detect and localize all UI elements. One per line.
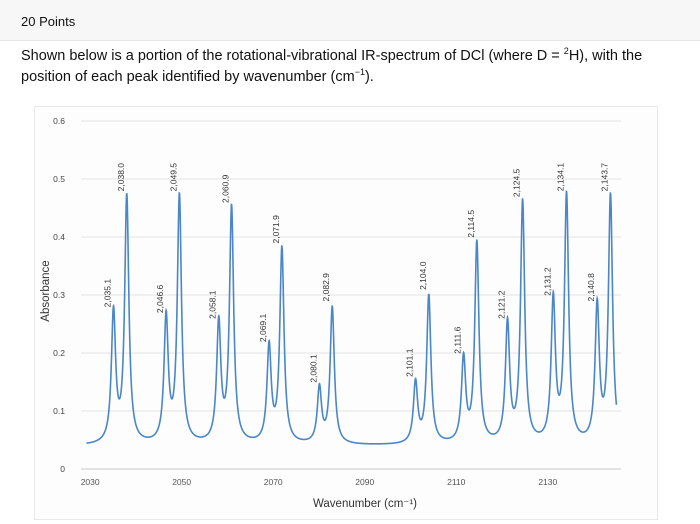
peak-label: 2,140.8 <box>586 273 596 302</box>
x-tick-label: 2110 <box>447 477 466 487</box>
chart-container: 0 0.1 0.2 0.3 0.4 0.5 0.6 2030 2050 2070 2090 2110 2… <box>34 106 658 520</box>
y-tick-label: 0.5 <box>53 174 65 184</box>
x-tick-label: 2030 <box>81 477 100 487</box>
spectrum-chart: 0 0.1 0.2 0.3 0.4 0.5 0.6 2030 2050 2070 2090 2110 2… <box>40 116 621 510</box>
header-band <box>0 0 700 41</box>
peak-label: 2,069.1 <box>258 313 268 342</box>
peak-label: 2,134.1 <box>556 163 566 192</box>
peak-label: 2,131.2 <box>542 267 552 296</box>
peak-label: 2,143.7 <box>600 163 610 192</box>
peak-label: 2,071.9 <box>271 215 281 244</box>
peak-label: 2,035.1 <box>103 279 113 308</box>
peak-label: 2,121.2 <box>497 290 507 319</box>
question-text-c: ). <box>364 69 374 85</box>
spectrum-line <box>86 190 618 445</box>
question-text: Shown below is a portion of the rotation… <box>21 46 661 88</box>
peak-label: 2,114.5 <box>466 210 476 238</box>
x-tick-label: 2070 <box>264 477 283 487</box>
peak-label: 2,124.5 <box>512 168 522 197</box>
superscript-2: 2 <box>563 46 569 57</box>
y-tick-label: 0.6 <box>53 116 65 126</box>
peak-label: 2,101.1 <box>405 348 415 377</box>
peak-label: 2,082.9 <box>321 273 331 302</box>
peak-label: 2,080.1 <box>308 354 318 383</box>
x-tick-label: 2050 <box>172 477 191 487</box>
y-tick-label: 0.4 <box>53 232 65 242</box>
y-axis-label: Absorbance <box>40 260 52 321</box>
x-tick-label: 2090 <box>355 477 374 487</box>
peak-label: 2,104.0 <box>418 261 428 290</box>
peak-label: 2,060.9 <box>221 174 231 203</box>
y-tick-label: 0 <box>60 464 65 474</box>
peak-label: 2,046.6 <box>155 284 165 313</box>
x-tick-label: 2130 <box>538 477 557 487</box>
y-tick-label: 0.1 <box>53 406 65 416</box>
question-text-b: H), with the position of each peak ident… <box>21 48 643 85</box>
superscript-neg1: −1 <box>354 67 365 78</box>
y-tick-label: 0.3 <box>53 290 65 300</box>
points-label: 20 Points <box>21 14 76 29</box>
axis-layer: 0 0.1 0.2 0.3 0.4 0.5 0.6 2030 2050 2070 2090 2110 2… <box>53 116 621 487</box>
question-text-a: Shown below is a portion of the rotation… <box>21 48 564 64</box>
peak-label: 2,111.6 <box>453 326 463 353</box>
y-tick-label: 0.2 <box>53 348 65 358</box>
peak-label: 2,058.1 <box>208 290 218 319</box>
peak-label: 2,049.5 <box>168 163 178 192</box>
x-axis-label: Wavenumber (cm⁻¹) <box>313 498 417 510</box>
peak-label: 2,038.0 <box>116 163 126 192</box>
peak-label-layer: 2,035.1 2,038.0 2,046.6 2,049.5 2,058.1 2,060… <box>103 163 610 383</box>
